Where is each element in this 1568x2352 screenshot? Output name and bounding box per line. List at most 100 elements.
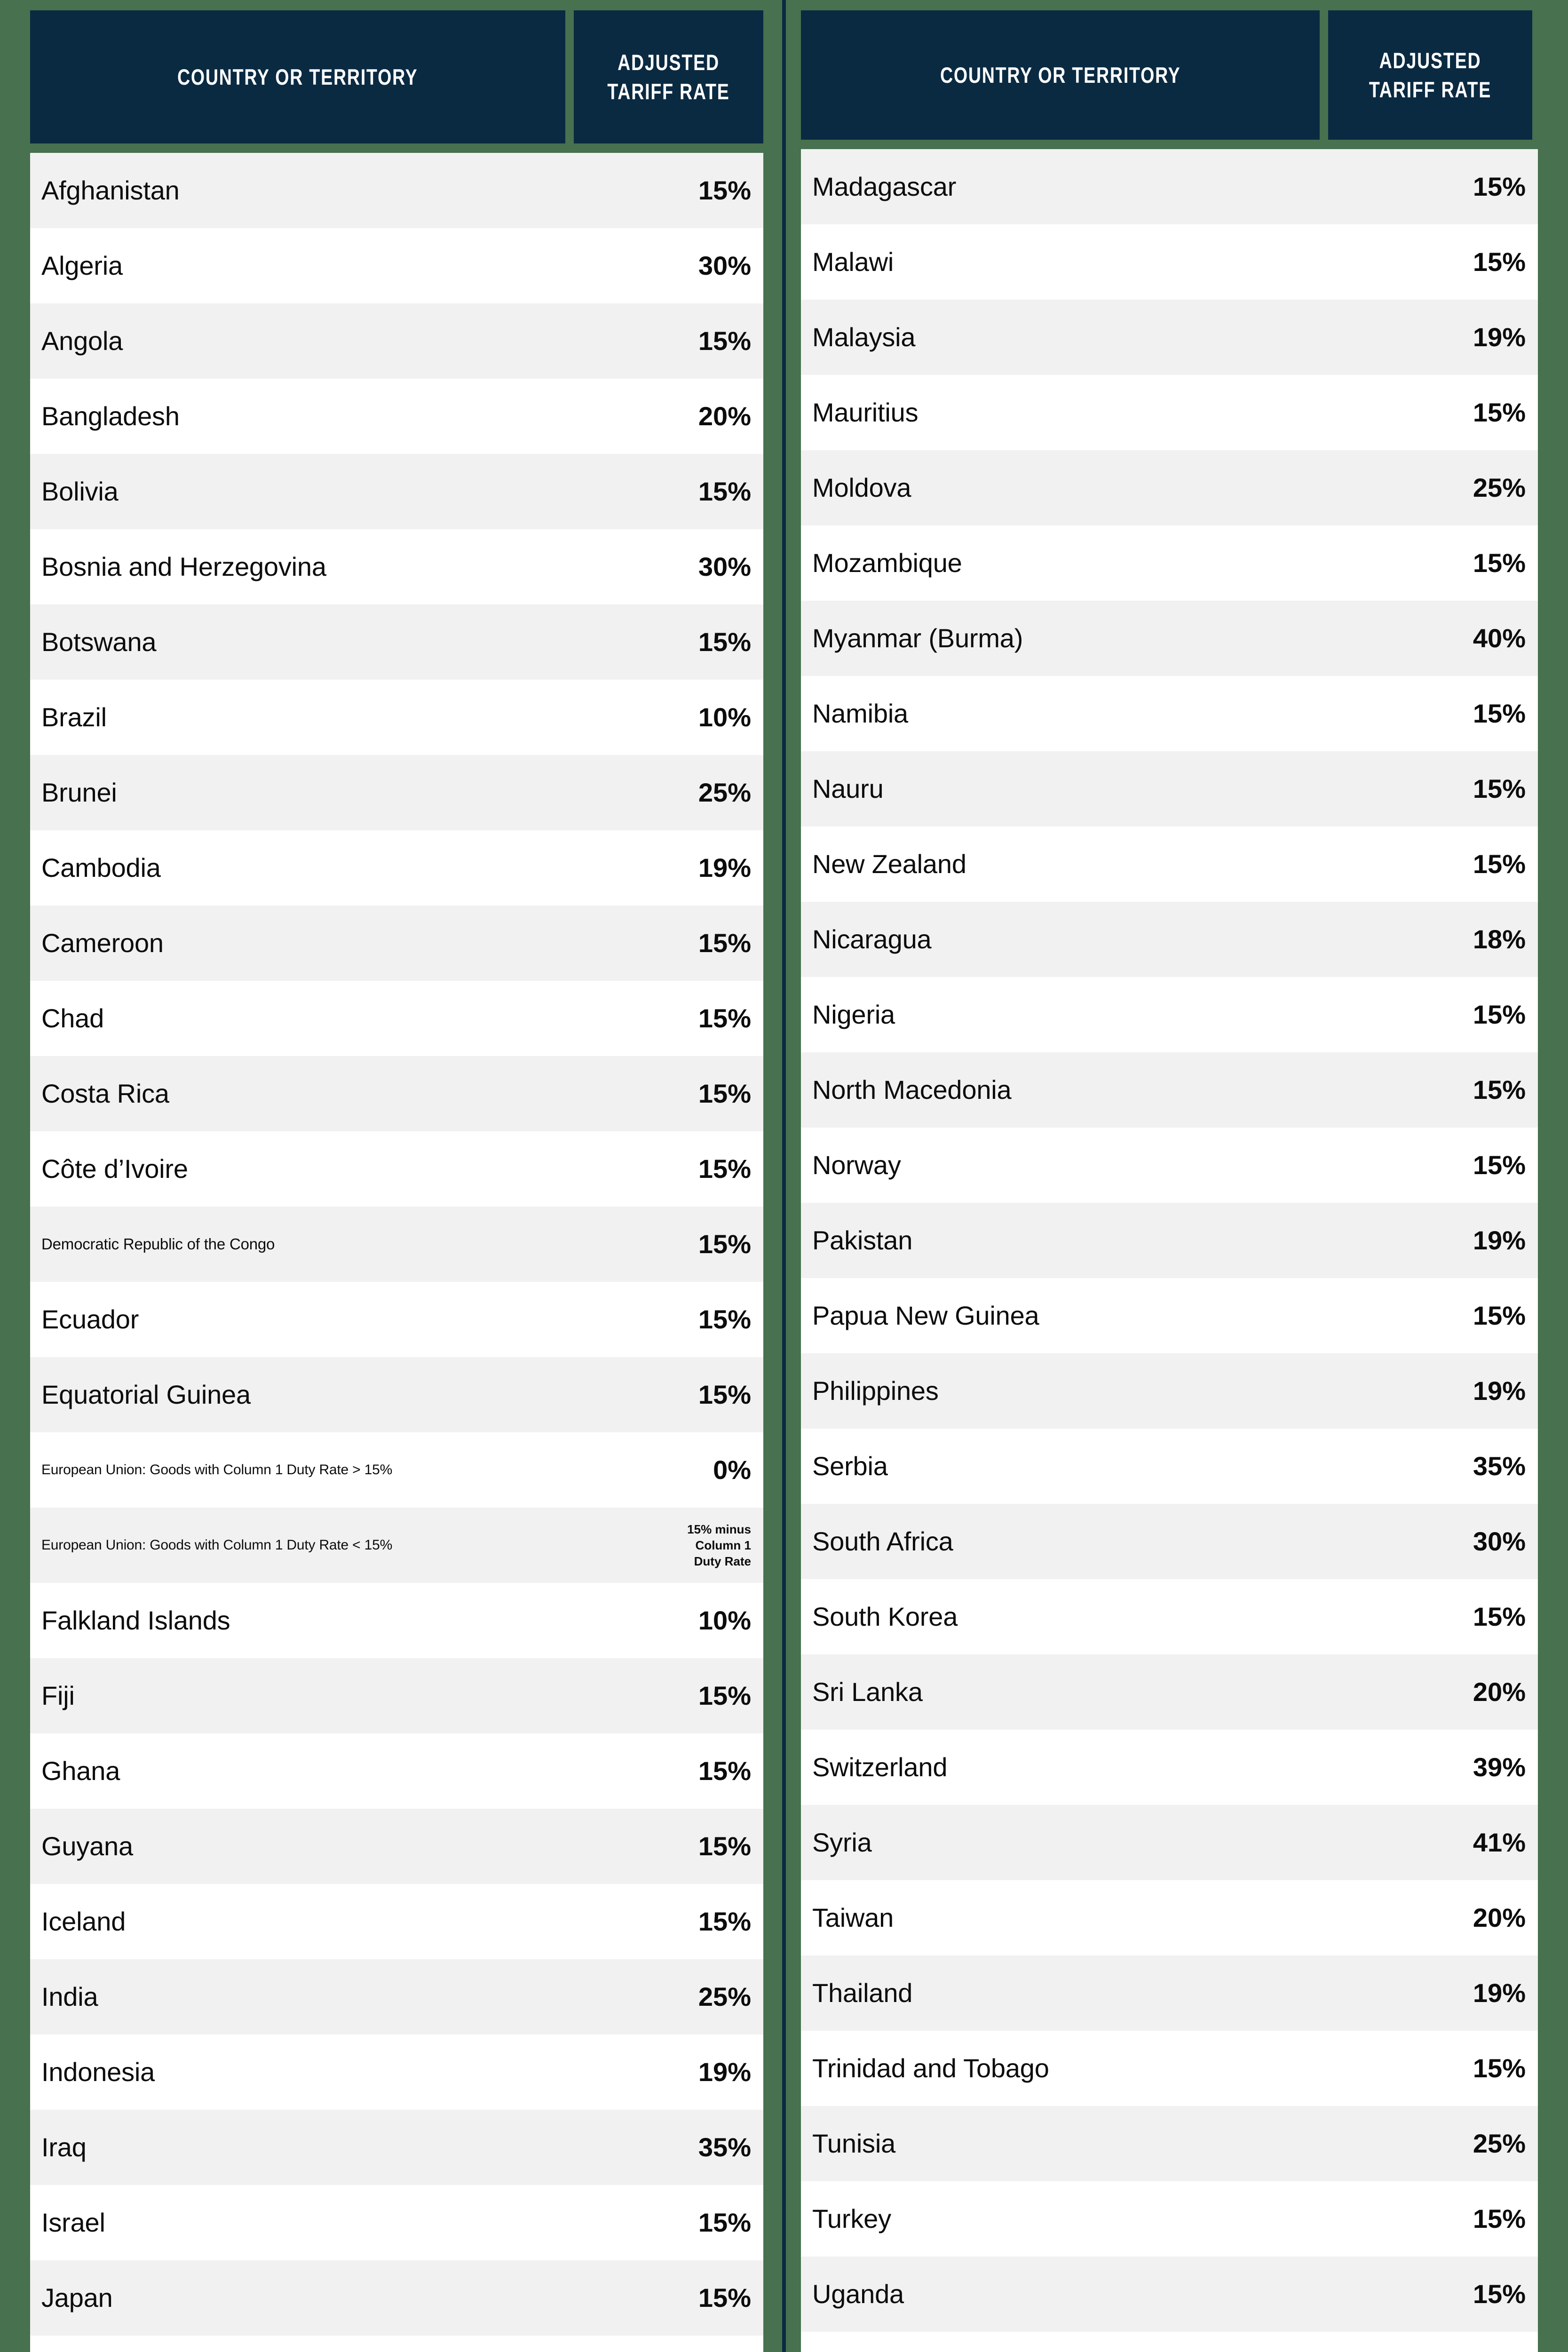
cell-country: Guyana	[41, 1831, 133, 1861]
cell-tariff-rate: 15%	[1473, 1150, 1526, 1180]
table-row: New Zealand 15%	[801, 826, 1538, 902]
cell-tariff-rate: 19%	[1473, 1225, 1526, 1255]
cell-tariff-rate: 35%	[1473, 1451, 1526, 1481]
table-row: Myanmar (Burma) 40%	[801, 601, 1538, 676]
table-row: Democratic Republic of the Congo 15%	[30, 1207, 763, 1282]
cell-country: Falkland Islands	[41, 1605, 230, 1636]
cell-tariff-rate: 10%	[698, 702, 751, 732]
cell-tariff-rate: 15%	[698, 1907, 751, 1937]
cell-country: Nigeria	[812, 1000, 895, 1030]
cell-country: North Macedonia	[812, 1075, 1012, 1105]
table-row: Costa Rica 15%	[30, 1056, 763, 1131]
cell-country: Switzerland	[812, 1752, 948, 1782]
cell-tariff-rate: 15%	[698, 1229, 751, 1259]
tariff-table-left: COUNTRY OR TERRITORY ADJUSTED TARIFF RAT…	[0, 0, 782, 2352]
table-row: Nigeria 15%	[801, 977, 1538, 1052]
cell-country: Côte d’Ivoire	[41, 1154, 188, 1184]
cell-tariff-rate: 15%	[1473, 2204, 1526, 2234]
cell-tariff-rate: 15%	[1473, 397, 1526, 428]
cell-tariff-rate: 15%	[698, 1079, 751, 1109]
cell-country: Mauritius	[812, 397, 919, 428]
cell-country: Indonesia	[41, 2057, 155, 2087]
cell-country: Madagascar	[812, 172, 957, 202]
cell-country: Algeria	[41, 251, 123, 281]
cell-country: South Africa	[812, 1526, 953, 1557]
cell-tariff-rate: 15%	[698, 1003, 751, 1033]
cell-country: Bangladesh	[41, 401, 180, 431]
table-header-right: COUNTRY OR TERRITORY ADJUSTED TARIFF RAT…	[801, 10, 1538, 140]
cell-tariff-rate: 25%	[698, 778, 751, 808]
table-row: European Union: Goods with Column 1 Duty…	[30, 1508, 763, 1583]
cell-tariff-rate: 35%	[698, 2132, 751, 2162]
cell-tariff-rate: 15%	[698, 326, 751, 356]
cell-tariff-rate: 10%	[698, 1605, 751, 1636]
cell-country: Bolivia	[41, 477, 119, 507]
cell-country: Costa Rica	[41, 1079, 169, 1109]
table-row: Uganda 15%	[801, 2257, 1538, 2332]
cell-country: European Union: Goods with Column 1 Duty…	[41, 1537, 393, 1553]
cell-country: Japan	[41, 2283, 113, 2313]
table-row: European Union: Goods with Column 1 Duty…	[30, 1432, 763, 1508]
cell-tariff-rate: 15%	[698, 1831, 751, 1861]
table-row: Jordan15%	[30, 2336, 763, 2352]
table-row: Philippines 19%	[801, 1353, 1538, 1429]
table-row: Nicaragua 18%	[801, 902, 1538, 977]
column-header-country-right: COUNTRY OR TERRITORY	[801, 10, 1320, 140]
cell-tariff-rate: 15% minus Column 1 Duty Rate	[687, 1522, 751, 1569]
cell-tariff-rate: 15%	[1473, 172, 1526, 202]
table-row: Fiji 15%	[30, 1658, 763, 1733]
cell-tariff-rate: 40%	[1473, 623, 1526, 653]
table-row: Ecuador 15%	[30, 1282, 763, 1357]
table-row: Switzerland 39%	[801, 1730, 1538, 1805]
table-row: Iraq 35%	[30, 2110, 763, 2185]
cell-country: Israel	[41, 2208, 105, 2238]
column-header-rate-right-label: ADJUSTED TARIFF RATE	[1369, 48, 1492, 102]
table-row: Indonesia 19%	[30, 2034, 763, 2110]
cell-tariff-rate: 15%	[698, 1380, 751, 1410]
cell-tariff-rate: 19%	[1473, 322, 1526, 352]
table-row: Tunisia 25%	[801, 2106, 1538, 2181]
cell-tariff-rate: 15%	[1473, 699, 1526, 729]
cell-tariff-rate: 19%	[698, 2057, 751, 2087]
cell-tariff-rate: 15%	[698, 627, 751, 657]
table-body-left: Afghanistan 15% Algeria 30% Angola 15% Banglad…	[30, 153, 763, 2352]
cell-country: New Zealand	[812, 849, 966, 879]
table-row: Malawi 15%	[801, 224, 1538, 300]
tariff-table-right: COUNTRY OR TERRITORY ADJUSTED TARIFF RAT…	[782, 0, 1568, 2352]
cell-tariff-rate: 15%	[1473, 548, 1526, 578]
table-row: Côte d’Ivoire 15%	[30, 1131, 763, 1207]
cell-country: Sri Lanka	[812, 1677, 923, 1707]
cell-country: Democratic Republic of the Congo	[41, 1235, 275, 1253]
table-row: Moldova 25%	[801, 450, 1538, 525]
cell-country: Brazil	[41, 702, 107, 732]
table-row: Serbia 35%	[801, 1429, 1538, 1504]
table-row: Bangladesh 20%	[30, 379, 763, 454]
cell-country: Malaysia	[812, 322, 916, 352]
table-row: Equatorial Guinea 15%	[30, 1357, 763, 1432]
cell-country: Thailand	[812, 1978, 913, 2008]
table-row: Cameroon 15%	[30, 906, 763, 981]
cell-tariff-rate: 25%	[1473, 2129, 1526, 2159]
cell-country: Angola	[41, 326, 123, 356]
table-row: Falkland Islands 10%	[30, 1583, 763, 1658]
cell-country: Turkey	[812, 2204, 891, 2234]
cell-tariff-rate: 15%	[698, 1154, 751, 1184]
table-row: Sri Lanka 20%	[801, 1654, 1538, 1730]
cell-tariff-rate: 30%	[698, 552, 751, 582]
cell-country: Botswana	[41, 627, 157, 657]
table-row: Cambodia 19%	[30, 830, 763, 906]
cell-tariff-rate: 15%	[698, 2283, 751, 2313]
cell-tariff-rate: 39%	[1473, 1752, 1526, 1782]
cell-country: Cambodia	[41, 853, 161, 883]
column-header-country-right-label: COUNTRY OR TERRITORY	[940, 62, 1181, 87]
cell-tariff-rate: 18%	[1473, 924, 1526, 954]
table-row: Nauru 15%	[801, 751, 1538, 826]
cell-tariff-rate: 0%	[713, 1455, 751, 1485]
table-row: South Africa 30%	[801, 1504, 1538, 1579]
cell-country: European Union: Goods with Column 1 Duty…	[41, 1462, 393, 1478]
cell-tariff-rate: 15%	[1473, 247, 1526, 277]
table-row: North Macedonia 15%	[801, 1052, 1538, 1128]
column-header-rate-right: ADJUSTED TARIFF RATE	[1328, 10, 1532, 140]
cell-tariff-rate: 15%	[698, 928, 751, 958]
cell-tariff-rate: 15%	[1473, 2053, 1526, 2083]
